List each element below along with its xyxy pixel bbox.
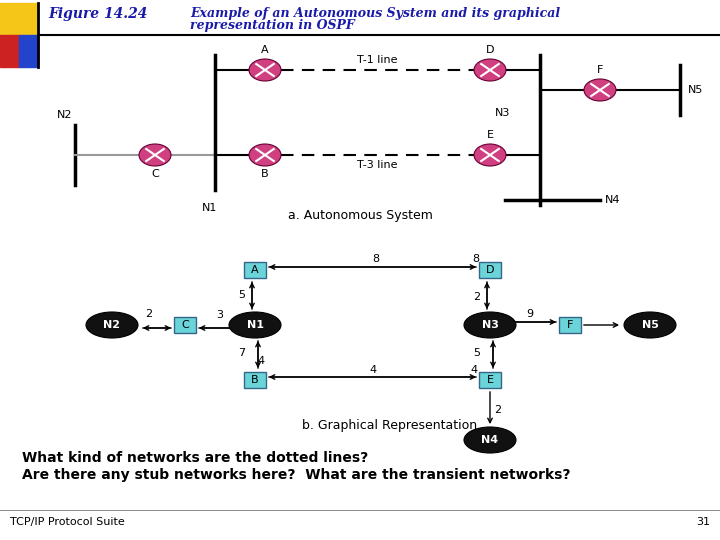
Ellipse shape (139, 144, 171, 166)
Text: F: F (597, 65, 603, 75)
Text: 5: 5 (238, 291, 245, 300)
Text: N3: N3 (482, 320, 498, 330)
Text: 3: 3 (217, 310, 223, 320)
Text: B: B (261, 169, 269, 179)
Text: E: E (487, 375, 493, 385)
Text: 2: 2 (473, 293, 480, 302)
Text: C: C (181, 320, 189, 330)
Text: b. Graphical Representation: b. Graphical Representation (302, 418, 477, 431)
Text: N2: N2 (58, 110, 73, 120)
Text: N5: N5 (642, 320, 658, 330)
Bar (0, 35, 19, 67)
Text: 4: 4 (369, 365, 376, 375)
Text: What kind of networks are the dotted lines?: What kind of networks are the dotted lin… (22, 451, 368, 465)
Ellipse shape (584, 79, 616, 101)
Text: representation in OSPF: representation in OSPF (190, 19, 355, 32)
Text: N3: N3 (495, 107, 510, 118)
Text: N2: N2 (104, 320, 120, 330)
Ellipse shape (249, 144, 281, 166)
Ellipse shape (464, 427, 516, 453)
Text: 5: 5 (473, 348, 480, 357)
Text: 4: 4 (257, 356, 264, 366)
Text: Are there any stub networks here?  What are the transient networks?: Are there any stub networks here? What a… (22, 468, 570, 482)
Text: N4: N4 (482, 435, 498, 445)
Text: 2: 2 (494, 405, 501, 415)
Text: N1: N1 (246, 320, 264, 330)
Text: E: E (487, 130, 493, 140)
FancyBboxPatch shape (244, 262, 266, 278)
Text: TCP/IP Protocol Suite: TCP/IP Protocol Suite (10, 517, 125, 527)
Text: 9: 9 (526, 309, 534, 319)
Ellipse shape (474, 59, 506, 81)
Ellipse shape (229, 312, 281, 338)
Text: B: B (251, 375, 258, 385)
Text: 4: 4 (471, 365, 478, 375)
Bar (19, 35, 38, 67)
Text: 31: 31 (696, 517, 710, 527)
Text: A: A (251, 265, 258, 275)
Text: N4: N4 (605, 195, 621, 205)
Text: 2: 2 (145, 309, 152, 319)
Ellipse shape (474, 144, 506, 166)
Text: C: C (151, 169, 159, 179)
FancyBboxPatch shape (479, 262, 501, 278)
Ellipse shape (624, 312, 676, 338)
Text: T-1 line: T-1 line (357, 55, 397, 65)
Text: a. Autonomous System: a. Autonomous System (287, 208, 433, 221)
Text: A: A (261, 45, 269, 55)
Text: 7: 7 (238, 348, 245, 357)
Text: F: F (567, 320, 573, 330)
FancyBboxPatch shape (174, 317, 196, 333)
Text: 8: 8 (472, 254, 479, 264)
Ellipse shape (86, 312, 138, 338)
FancyBboxPatch shape (479, 372, 501, 388)
FancyBboxPatch shape (559, 317, 581, 333)
Text: N1: N1 (202, 203, 217, 213)
Text: D: D (486, 265, 494, 275)
FancyBboxPatch shape (244, 372, 266, 388)
Text: D: D (486, 45, 494, 55)
Ellipse shape (249, 59, 281, 81)
Text: T-3 line: T-3 line (357, 160, 397, 170)
Text: N5: N5 (688, 85, 703, 95)
Bar (0, 3, 38, 35)
Text: 8: 8 (372, 254, 379, 264)
Ellipse shape (464, 312, 516, 338)
Text: Figure 14.24: Figure 14.24 (48, 7, 148, 21)
Text: Example of an Autonomous System and its graphical: Example of an Autonomous System and its … (190, 8, 560, 21)
